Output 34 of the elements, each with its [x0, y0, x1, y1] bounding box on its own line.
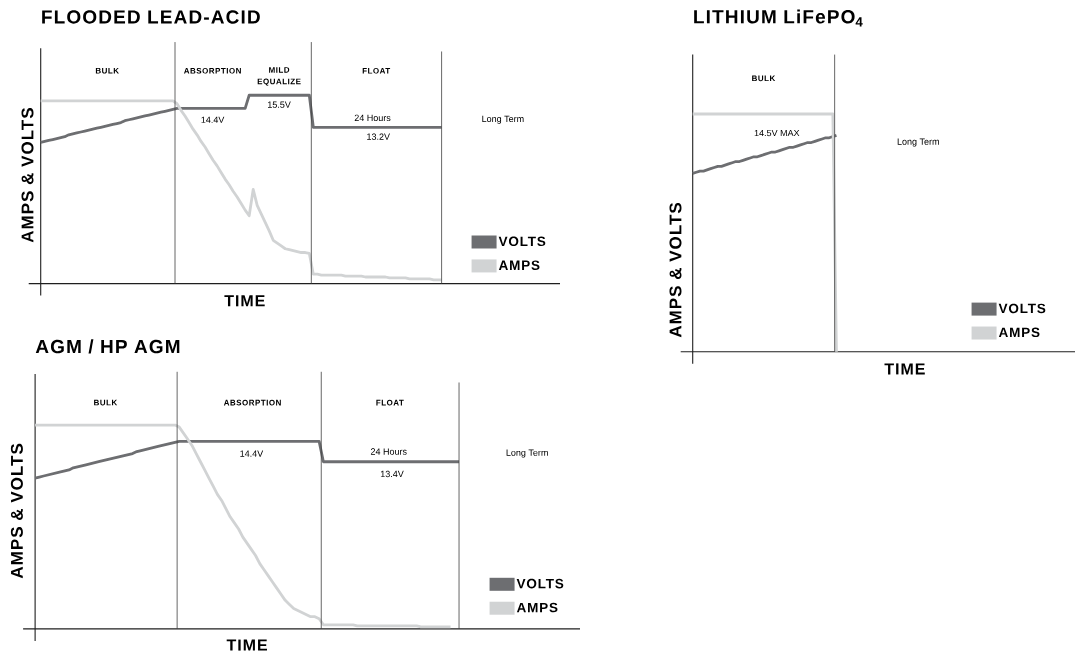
chart-title: LITHIUM LiFePO$_{4}$ — [694, 9, 863, 27]
text: BULK — [752, 75, 776, 82]
text: ABSORPTION — [223, 399, 281, 406]
text: Long Term — [897, 138, 939, 147]
y-axis-title: AMPS & VOLTS — [21, 108, 34, 243]
legend-label: AMPS — [998, 327, 1040, 338]
text: FLOAT — [362, 67, 391, 74]
text: BULK — [95, 68, 119, 74]
annotation: 14.4V — [240, 450, 264, 457]
annotation: 13.4V — [380, 470, 404, 478]
text: ABSORPTION — [183, 67, 241, 74]
legend-label: VOLTS — [516, 578, 564, 589]
text: FLOAT — [376, 399, 404, 406]
y-axis-title: AMPS & VOLTS — [10, 443, 23, 579]
x-axis-title: TIME — [226, 639, 267, 651]
legend-label: VOLTS — [998, 303, 1046, 314]
y-axis-title: AMPS & VOLTS — [669, 202, 682, 338]
x-axis-title: TIME — [224, 295, 265, 307]
text: Long Term — [506, 449, 548, 458]
annotation: 13.2V — [367, 133, 390, 140]
chart-title: FLOODED LEAD-ACID — [42, 10, 260, 24]
annotation: 15.5V — [268, 101, 291, 108]
legend-label: AMPS — [498, 260, 540, 271]
legend-label: VOLTS — [498, 236, 546, 247]
text: MILD EQUALIZE — [257, 67, 301, 86]
legend-label: AMPS — [516, 602, 558, 613]
annotation: 24 Hours — [370, 448, 407, 455]
chart-title: AGM / HP AGM — [35, 339, 180, 354]
annotation: 24 Hours — [354, 114, 391, 122]
annotation: 14.5V MAX — [754, 129, 800, 137]
annotation: 14.4V — [201, 116, 225, 123]
x-axis-title: TIME — [884, 363, 925, 375]
text: Long Term — [482, 115, 524, 124]
text: BULK — [94, 399, 118, 406]
